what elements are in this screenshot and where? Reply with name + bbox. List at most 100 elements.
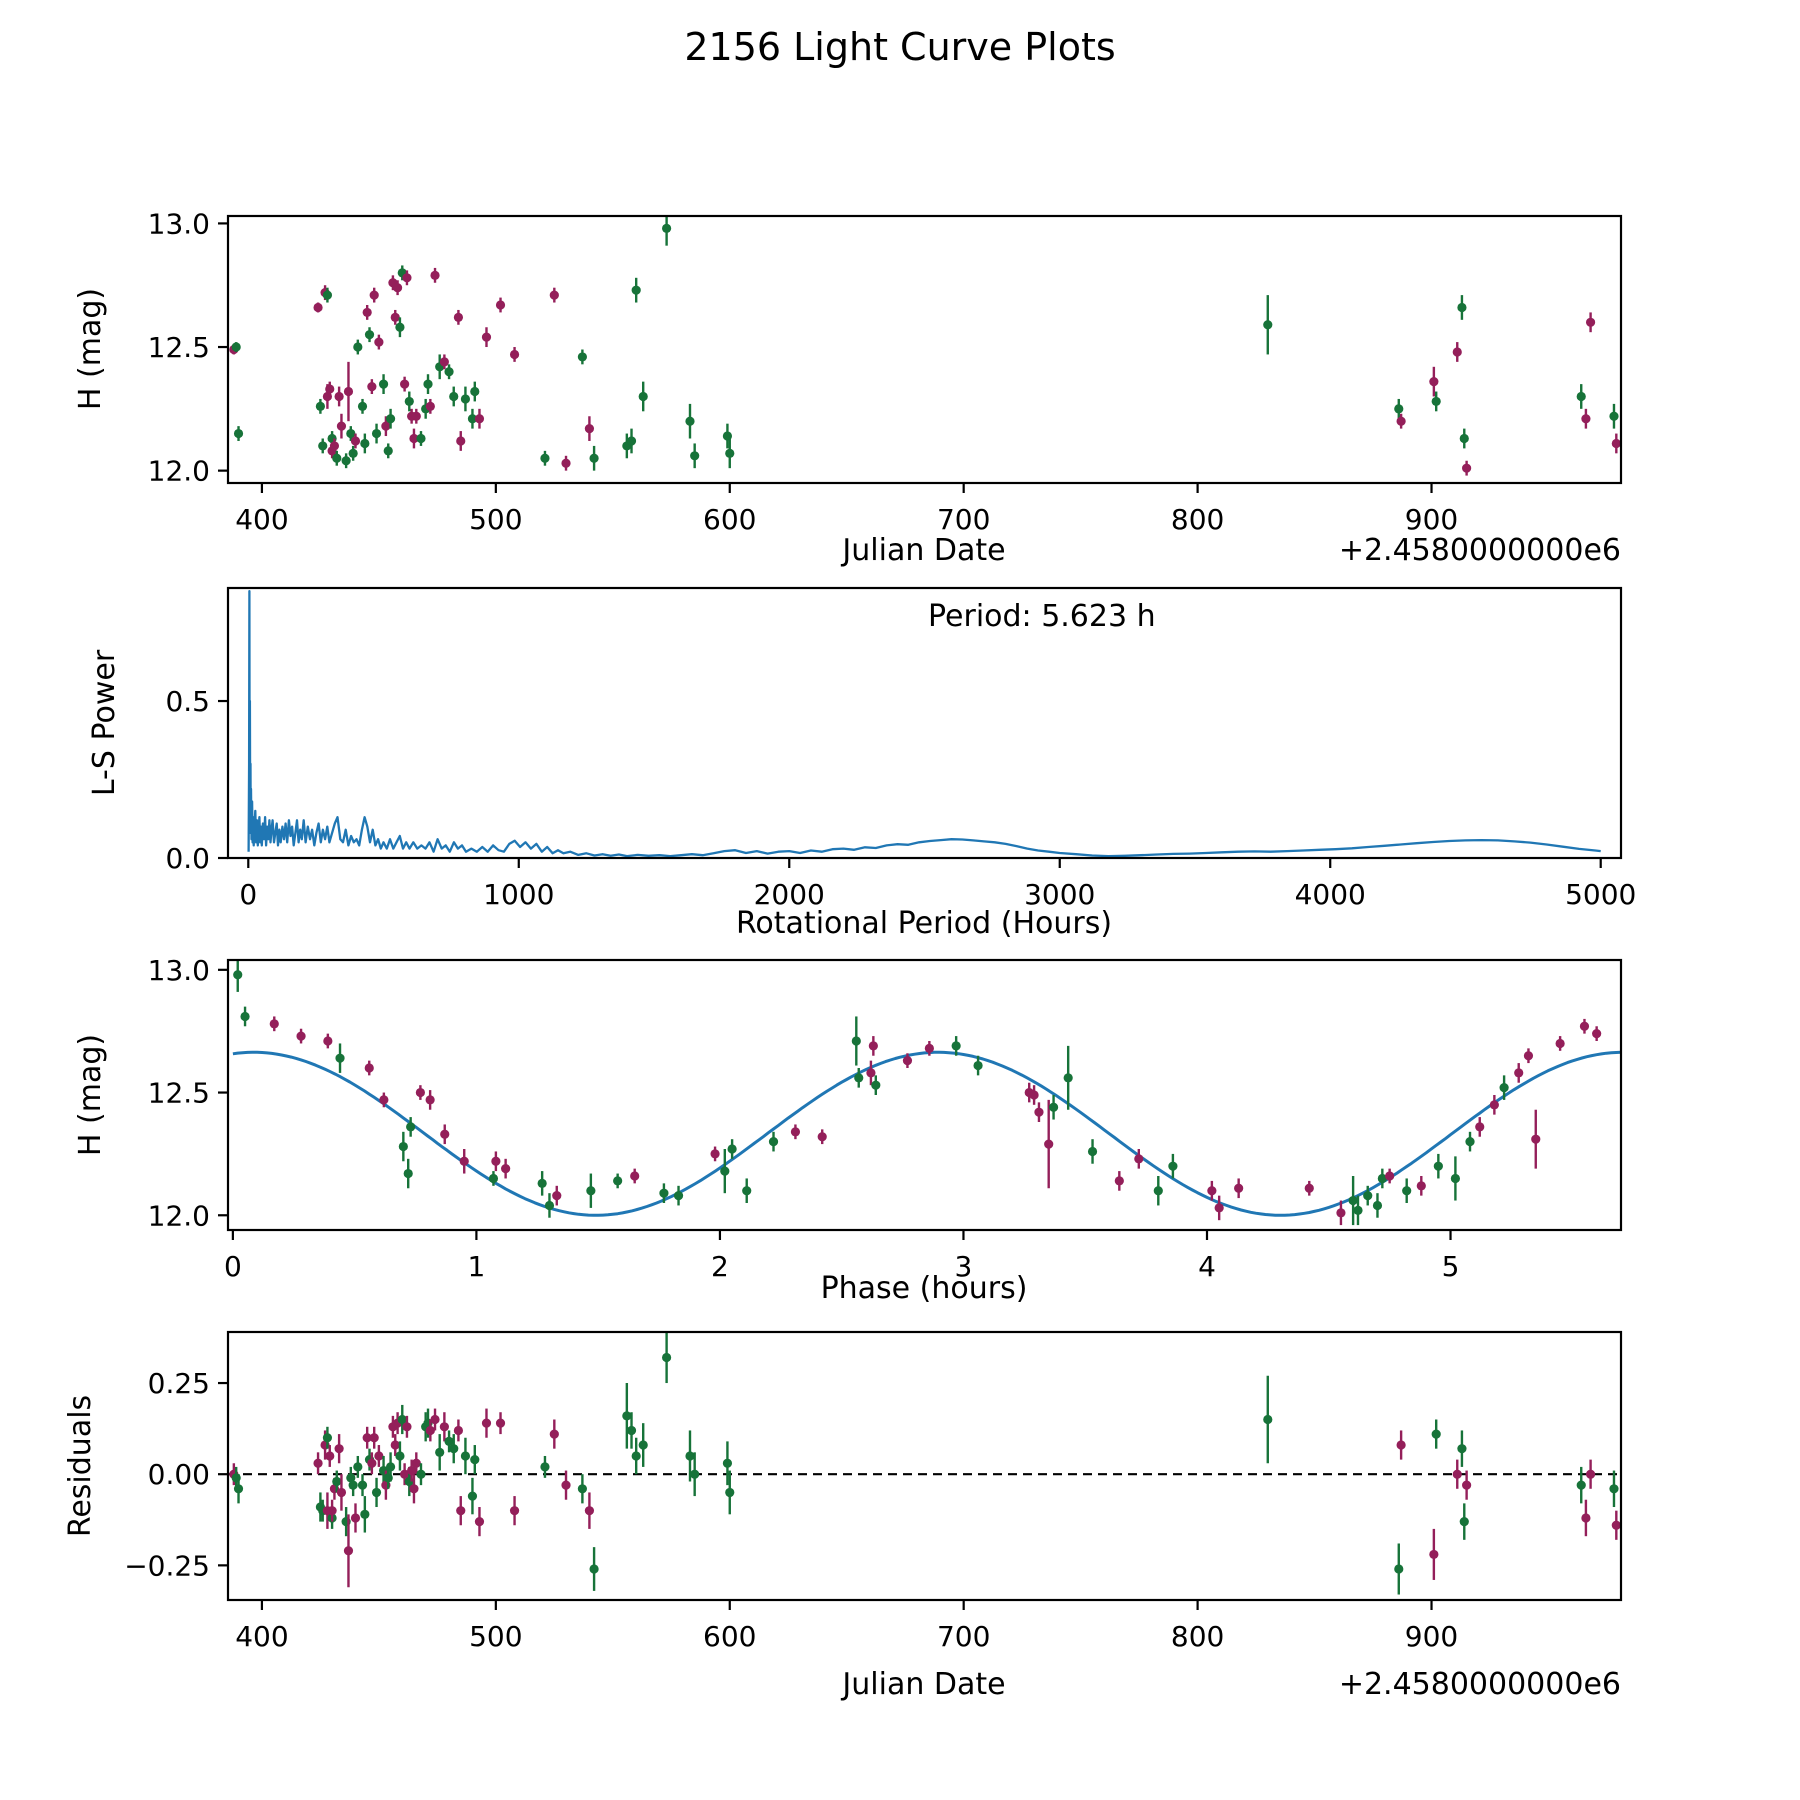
data-point — [1034, 1107, 1044, 1117]
data-point — [481, 1418, 492, 1428]
data-point — [240, 1011, 250, 1022]
data-point — [1489, 1100, 1499, 1110]
data-point — [416, 1469, 426, 1479]
data-point — [540, 1462, 550, 1472]
data-point — [727, 1144, 737, 1154]
y-tick-label: 0.0 — [165, 842, 210, 875]
data-point — [1592, 1029, 1602, 1039]
data-point — [577, 352, 587, 362]
data-point — [973, 1060, 983, 1071]
x-tick-label: 700 — [937, 1620, 990, 1653]
data-point — [1394, 1564, 1404, 1574]
data-point — [341, 456, 351, 466]
data-point — [334, 1444, 344, 1454]
data-point — [369, 1433, 379, 1443]
data-point — [589, 1564, 599, 1574]
data-point — [325, 1451, 335, 1461]
data-point — [357, 401, 368, 411]
data-point — [1462, 463, 1472, 473]
data-point — [329, 441, 340, 451]
data-point — [630, 1171, 640, 1181]
data-point — [336, 1487, 347, 1498]
data-point — [360, 438, 370, 449]
x-tick-label: 600 — [703, 1620, 756, 1653]
y-axis-label-h-mag-phase: H (mag) — [73, 1034, 108, 1156]
y-tick-label: 12.0 — [148, 455, 210, 488]
data-point — [449, 1444, 459, 1454]
data-point — [1576, 391, 1586, 402]
data-point — [1585, 317, 1596, 327]
data-point — [332, 453, 342, 463]
x-tick-label: 0 — [224, 1250, 242, 1283]
data-point — [313, 302, 323, 313]
x-tick-label: 800 — [1171, 503, 1224, 536]
data-point — [1304, 1183, 1314, 1193]
x-tick-label: 500 — [469, 503, 522, 536]
y-axis-label-ls-power: L-S Power — [87, 649, 122, 796]
data-point — [768, 1137, 779, 1147]
data-point — [456, 436, 466, 446]
data-point — [1609, 1484, 1619, 1494]
data-point — [350, 436, 361, 446]
data-point — [390, 1440, 400, 1450]
x-axis-label-rotational-period: Rotational Period (Hours) — [736, 906, 1112, 941]
data-point — [501, 1164, 511, 1174]
data-point — [362, 307, 372, 318]
data-point — [1114, 1176, 1124, 1186]
data-point — [1457, 1444, 1467, 1454]
y-tick-label: 0.25 — [148, 1367, 210, 1400]
data-point — [383, 446, 393, 456]
data-point — [403, 1168, 413, 1179]
data-point — [379, 1095, 389, 1105]
data-point — [233, 428, 244, 439]
axes-frame — [226, 586, 1623, 860]
data-point — [409, 1484, 419, 1494]
x-tick-label: 500 — [469, 1620, 522, 1653]
data-point — [561, 458, 571, 468]
data-point — [1396, 1440, 1406, 1450]
x-tick-label: 1 — [467, 1250, 485, 1283]
data-point — [509, 349, 520, 360]
data-point — [488, 1173, 499, 1184]
data-point — [404, 396, 414, 407]
data-point — [353, 1462, 363, 1472]
data-point — [323, 1036, 333, 1046]
data-point — [673, 1191, 684, 1201]
data-point — [1363, 1191, 1373, 1201]
data-point — [1048, 1102, 1059, 1112]
data-point — [1029, 1090, 1039, 1100]
data-point — [315, 401, 325, 411]
data-point — [1465, 1137, 1475, 1147]
data-point — [742, 1186, 752, 1196]
x-tick-label: 2000 — [754, 878, 825, 911]
data-point — [659, 1188, 669, 1198]
data-point — [467, 414, 478, 424]
x-tick-label: 3000 — [1024, 878, 1095, 911]
data-point — [1394, 404, 1404, 414]
data-point — [425, 1095, 435, 1105]
x-tick-label: 700 — [937, 503, 990, 536]
x-tick-label: 800 — [1171, 1620, 1224, 1653]
data-point — [470, 1455, 480, 1465]
data-point — [364, 330, 375, 340]
data-point — [444, 367, 454, 377]
data-point — [902, 1056, 913, 1066]
data-point — [481, 332, 492, 342]
data-point — [474, 1517, 485, 1527]
data-point — [474, 414, 485, 424]
data-point — [537, 1178, 547, 1188]
data-point — [1576, 1480, 1586, 1490]
data-point — [395, 1451, 405, 1461]
data-point — [233, 1484, 244, 1494]
data-point — [313, 1458, 323, 1468]
data-point — [924, 1043, 934, 1053]
data-point — [453, 1425, 464, 1436]
plot-residuals: 400 500 600 700 800 900 −0.25 0.00 0.25 — [124, 1330, 1623, 1653]
x-tick-label: 0 — [239, 878, 257, 911]
data-point — [1207, 1186, 1217, 1196]
data-point — [1416, 1181, 1426, 1191]
data-point — [402, 273, 412, 283]
data-point — [1385, 1171, 1395, 1181]
data-point — [231, 342, 241, 352]
data-point — [430, 1414, 440, 1425]
